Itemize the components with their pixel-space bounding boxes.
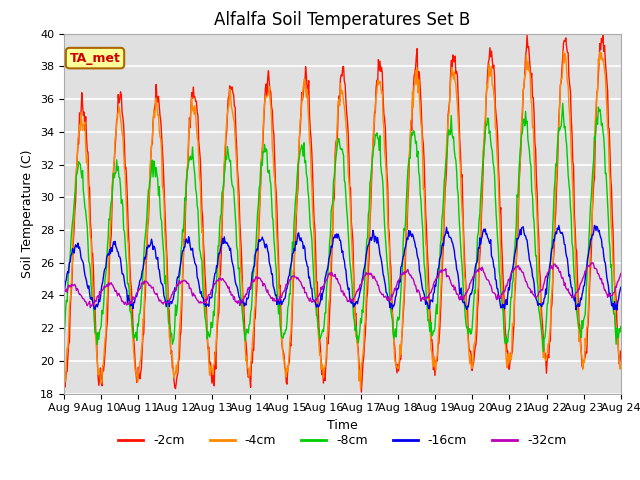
-32cm (70, 282, 78, 288)
-4cm (426, 326, 434, 332)
-16cm (617, 285, 625, 290)
-2cm (60, 372, 68, 377)
-32cm (617, 271, 625, 276)
-8cm (540, 349, 547, 355)
Title: Alfalfa Soil Temperatures Set B: Alfalfa Soil Temperatures Set B (214, 11, 470, 29)
-16cm (60, 285, 68, 291)
-2cm (617, 348, 625, 354)
-4cm (184, 154, 192, 160)
-2cm (524, 33, 531, 38)
-4cm (410, 83, 418, 89)
-8cm (214, 263, 221, 268)
-8cm (70, 203, 78, 208)
Line: -2cm: -2cm (64, 36, 621, 392)
-2cm (358, 389, 365, 395)
-2cm (70, 226, 78, 231)
-32cm (128, 296, 136, 302)
-2cm (428, 337, 435, 343)
-16cm (214, 264, 221, 270)
-2cm (411, 70, 419, 76)
-4cm (60, 387, 68, 393)
-2cm (127, 286, 135, 291)
-16cm (70, 250, 78, 256)
Line: -8cm: -8cm (64, 103, 621, 352)
Line: -16cm: -16cm (64, 226, 621, 310)
-32cm (60, 287, 68, 293)
-16cm (591, 223, 598, 228)
-32cm (86, 305, 94, 311)
-32cm (428, 289, 435, 295)
Y-axis label: Soil Temperature (C): Soil Temperature (C) (22, 149, 35, 278)
-8cm (559, 100, 566, 106)
-16cm (127, 301, 135, 307)
-8cm (60, 336, 68, 341)
-2cm (184, 163, 192, 168)
Line: -32cm: -32cm (64, 263, 621, 308)
-4cm (559, 48, 567, 54)
-8cm (410, 128, 418, 134)
-32cm (411, 282, 419, 288)
-16cm (613, 307, 621, 313)
-4cm (617, 361, 625, 367)
-4cm (127, 315, 135, 321)
-32cm (185, 281, 193, 287)
-2cm (214, 323, 221, 329)
-32cm (214, 278, 222, 284)
-4cm (70, 216, 78, 222)
-8cm (426, 329, 434, 335)
X-axis label: Time: Time (327, 419, 358, 432)
Text: TA_met: TA_met (70, 51, 120, 65)
-8cm (127, 310, 135, 315)
-32cm (589, 260, 596, 265)
-8cm (184, 165, 192, 171)
-16cm (410, 237, 418, 243)
-8cm (617, 324, 625, 329)
Line: -4cm: -4cm (64, 51, 621, 390)
-4cm (214, 313, 221, 319)
-16cm (184, 240, 192, 246)
Legend: -2cm, -4cm, -8cm, -16cm, -32cm: -2cm, -4cm, -8cm, -16cm, -32cm (113, 429, 572, 452)
-16cm (426, 298, 434, 303)
